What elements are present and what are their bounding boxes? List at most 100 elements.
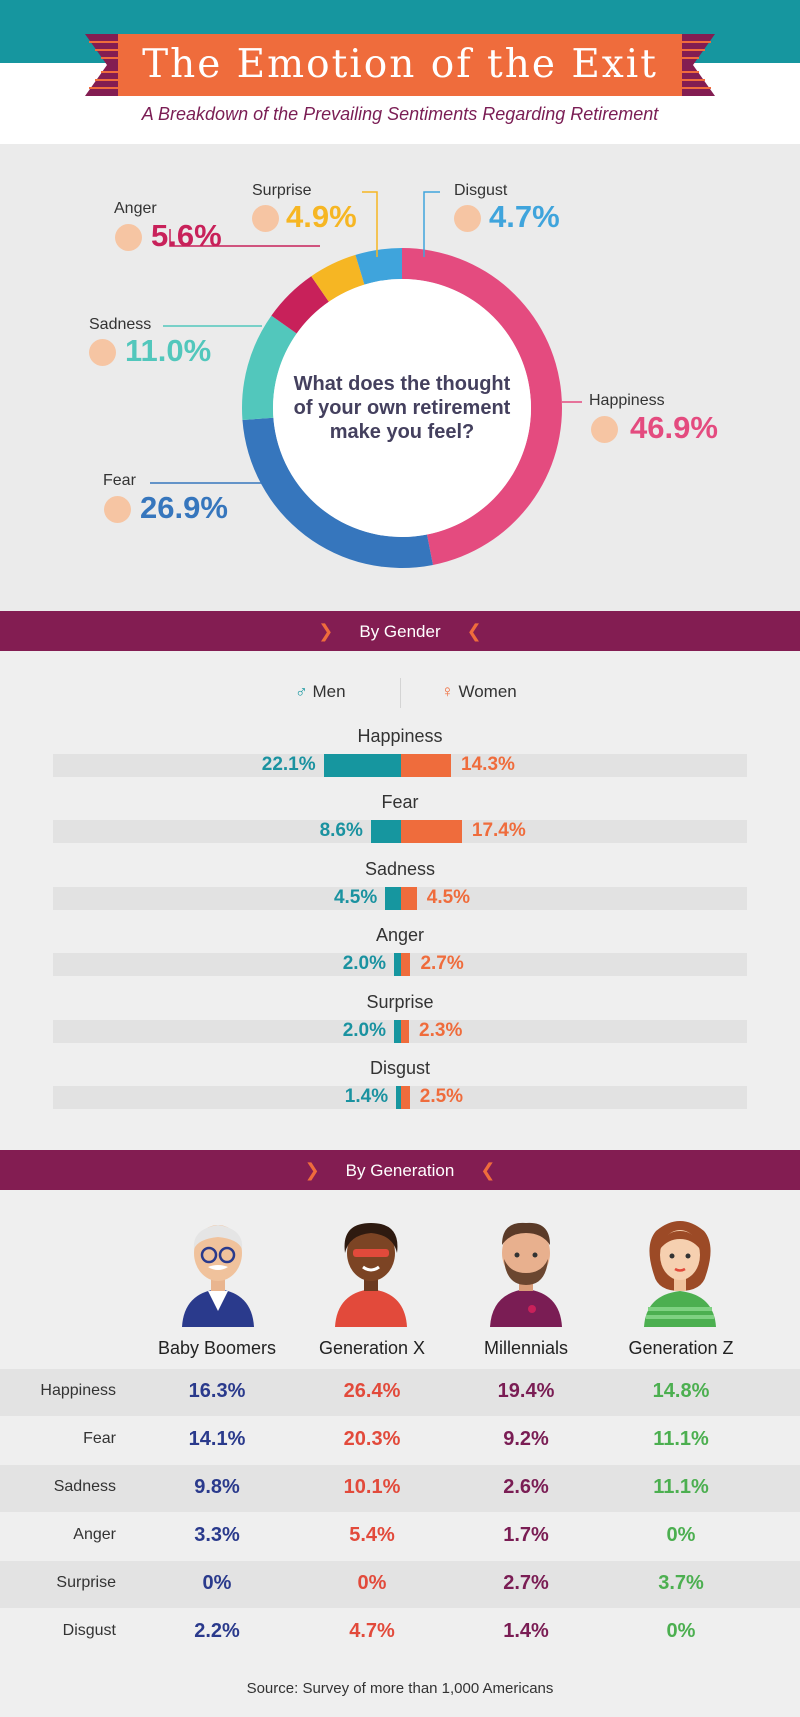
page-subtitle: A Breakdown of the Prevailing Sentiments…	[141, 104, 659, 124]
female-symbol-icon: ♀	[441, 682, 454, 701]
sad-face-icon	[89, 339, 116, 366]
male-symbol-icon: ♂	[295, 682, 308, 701]
chevron-right-icon: ❯	[304, 1160, 320, 1180]
generation-band: ❯ By Generation ❮	[0, 1150, 800, 1190]
gender-category-sadness: Sadness	[364, 859, 436, 879]
millennial-avatar	[490, 1222, 562, 1327]
value-anger: 5.6%	[151, 218, 222, 253]
bar-women-anger	[401, 953, 411, 976]
chevron-left-icon: ❮	[480, 1160, 496, 1180]
table-cell: 0%	[666, 1524, 696, 1546]
table-row	[0, 1417, 800, 1464]
donut-slice-sadness	[241, 315, 297, 421]
donut-slice-fear	[242, 417, 433, 568]
table-cell: 9.2%	[503, 1428, 549, 1450]
table-cell: 2.7%	[503, 1572, 549, 1594]
row-label-surprise: Surprise	[56, 1574, 116, 1591]
table-cell: 2.2%	[194, 1620, 240, 1642]
table-cell: 5.4%	[349, 1524, 395, 1546]
generation-z-avatar	[644, 1221, 716, 1327]
happy-face-icon	[591, 416, 618, 443]
table-cell: 4.7%	[349, 1620, 395, 1642]
table-cell: 19.4%	[497, 1380, 555, 1402]
value-men-happiness: 22.1%	[261, 754, 316, 775]
bar-women-sadness	[401, 887, 417, 910]
bar-men-surprise	[394, 1020, 401, 1043]
table-cell: 10.1%	[343, 1476, 401, 1498]
table-cell: 9.8%	[194, 1476, 240, 1498]
table-row	[0, 1609, 800, 1656]
legend-men: ♂ Men	[295, 682, 346, 702]
table-cell: 1.7%	[503, 1524, 549, 1546]
label-happiness: Happiness	[589, 392, 665, 409]
donut-slice-happiness	[402, 248, 563, 565]
generation-x-avatar	[335, 1223, 407, 1327]
label-fear: Fear	[103, 472, 136, 489]
value-sadness: 11.0%	[125, 333, 212, 368]
gender-category-surprise: Surprise	[366, 992, 434, 1012]
gender-category-disgust: Disgust	[369, 1058, 431, 1078]
label-anger: Anger	[114, 200, 157, 217]
table-cell: 26.4%	[343, 1380, 401, 1402]
row-label-anger: Anger	[73, 1526, 116, 1543]
donut-hole	[273, 279, 531, 537]
table-row	[0, 1465, 800, 1512]
donut-slice-disgust	[355, 248, 402, 285]
chevron-left-icon: ❮	[466, 621, 482, 641]
donut-center-question: What does the thought of your own retire…	[293, 373, 511, 443]
value-women-disgust: 2.5%	[419, 1086, 464, 1107]
bar-men-fear	[370, 820, 401, 843]
table-cell: 3.3%	[194, 1524, 240, 1546]
gender-category-anger: Anger	[375, 925, 425, 945]
bar-women-disgust	[401, 1086, 410, 1109]
value-fear: 26.9%	[140, 490, 228, 525]
value-surprise: 4.9%	[286, 199, 357, 234]
table-row	[0, 1561, 800, 1608]
table-cell: 2.6%	[503, 1476, 549, 1498]
table-cell: 0%	[357, 1572, 387, 1594]
legend-men-label: Men	[312, 682, 346, 701]
column-baby-boomers: Baby Boomers	[157, 1338, 277, 1358]
column-millennials: Millennials	[483, 1338, 569, 1358]
disgusted-face-icon	[454, 205, 481, 232]
leader-anger	[169, 229, 320, 247]
legend-divider	[400, 678, 401, 708]
donut-slice-anger	[271, 276, 329, 334]
value-men-disgust: 1.4%	[344, 1086, 389, 1107]
row-label-disgust: Disgust	[62, 1622, 116, 1639]
label-surprise: Surprise	[252, 182, 312, 199]
gender-category-happiness: Happiness	[357, 726, 443, 746]
label-disgust: Disgust	[454, 182, 508, 199]
table-cell: 0%	[666, 1620, 696, 1642]
value-women-fear: 17.4%	[471, 820, 526, 841]
donut-chart	[150, 191, 582, 568]
donut-slice-surprise	[311, 254, 365, 302]
gender-category-fear: Fear	[381, 792, 419, 812]
legend-women: ♀ Women	[441, 682, 517, 702]
value-men-surprise: 2.0%	[342, 1020, 386, 1041]
bar-men-happiness	[323, 754, 401, 777]
value-men-sadness: 4.5%	[333, 887, 378, 908]
bar-men-anger	[394, 953, 401, 976]
value-disgust: 4.7%	[489, 199, 560, 234]
table-cell: 20.3%	[343, 1428, 401, 1450]
bar-men-sadness	[385, 887, 401, 910]
table-cell: 0%	[202, 1572, 232, 1594]
table-cell: 3.7%	[658, 1572, 704, 1594]
value-men-anger: 2.0%	[342, 953, 386, 974]
label-sadness: Sadness	[89, 316, 152, 333]
table-cell: 11.1%	[653, 1476, 709, 1498]
row-label-happiness: Happiness	[40, 1382, 116, 1399]
bar-women-surprise	[401, 1020, 410, 1043]
row-label-fear: Fear	[83, 1430, 116, 1447]
gender-section-title: By Gender	[359, 622, 441, 641]
column-generation-x: Generation X	[318, 1338, 426, 1358]
chevron-right-icon: ❯	[318, 621, 334, 641]
generation-section-title: By Generation	[345, 1161, 455, 1180]
table-cell: 14.8%	[652, 1380, 710, 1402]
table-cell: 11.1%	[653, 1428, 709, 1450]
table-row	[0, 1369, 800, 1416]
value-women-sadness: 4.5%	[426, 887, 471, 908]
table-cell: 1.4%	[503, 1620, 549, 1642]
page-title: The Emotion of the Exit	[142, 42, 658, 87]
